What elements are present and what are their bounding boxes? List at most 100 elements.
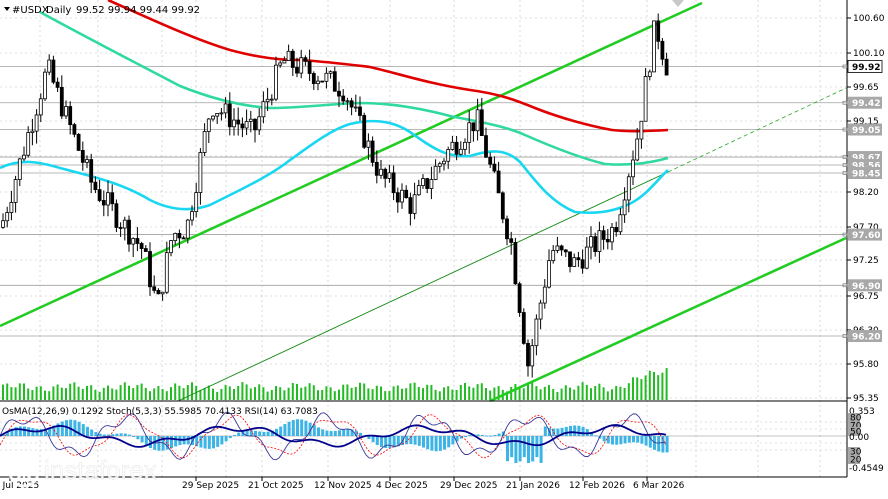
ema-teal-line [39, 10, 669, 166]
osma-bar [199, 436, 203, 448]
candle-body [639, 120, 644, 140]
osma-bar [10, 428, 14, 436]
osma-bar [237, 432, 241, 436]
osma-bar [90, 429, 94, 436]
candle-body [437, 163, 442, 167]
candle-body [64, 106, 68, 117]
osma-bar [615, 436, 619, 445]
osma-bar [254, 430, 257, 436]
candle-body [286, 50, 291, 61]
candle-body [362, 115, 367, 148]
volume-bar [585, 384, 588, 400]
osma-bar [413, 436, 417, 445]
osma-bar [123, 433, 127, 436]
shift-marker-icon[interactable] [672, 0, 684, 7]
volume-bar [468, 386, 471, 400]
volume-bar [409, 383, 412, 400]
volume-bar [325, 386, 328, 400]
level-tag-marker [842, 127, 848, 132]
candle-body [500, 192, 505, 220]
osma-bar [422, 436, 425, 448]
volume-bar [18, 383, 21, 400]
candle-body [135, 238, 140, 244]
osma-bar [86, 426, 89, 436]
candle-body [257, 116, 262, 131]
time-tick-label: 4 Dec 2025 [376, 481, 428, 491]
osma-bar [346, 429, 350, 436]
osma-bar [312, 425, 316, 436]
candle-body [122, 219, 127, 229]
volume-bar [107, 385, 109, 400]
candle-body [34, 114, 39, 132]
stoch-level-label: 20 [850, 456, 862, 466]
price-tick-label: 97.25 [853, 256, 879, 266]
stoch-level-label: 50 [850, 428, 862, 438]
ema-cyan-line [0, 119, 669, 215]
volume-bar [44, 390, 46, 400]
price-tick-label: 96.75 [853, 292, 879, 302]
candle-body [169, 240, 173, 254]
candle-body [341, 95, 346, 102]
volume-bar [333, 391, 336, 400]
volume-bar [661, 372, 664, 400]
volume-bar [598, 383, 601, 400]
volume-bar [413, 382, 416, 400]
osma-bar [606, 436, 610, 444]
level-tag: 97.60 [842, 228, 882, 241]
volume-bar [396, 385, 399, 400]
volume-bar [6, 383, 9, 400]
osma-bar [44, 428, 47, 436]
indicator-tick-label: -0.4549 [849, 464, 884, 474]
volume-bar [569, 387, 571, 400]
candle-body [660, 40, 665, 60]
volume-bar [128, 385, 130, 400]
candle-body [295, 67, 299, 74]
candle-body [55, 81, 60, 88]
candle-body [593, 236, 598, 252]
osma-bar [203, 436, 207, 449]
level-tag: 99.92 [842, 60, 883, 73]
candle-body [370, 140, 375, 163]
candle-body [30, 130, 35, 133]
volume-bar [308, 383, 311, 400]
osma-bar [350, 429, 354, 436]
level-tag-marker [842, 163, 848, 167]
osma-bar [665, 436, 669, 453]
volume-bar [401, 388, 403, 400]
volume-bar [363, 383, 366, 400]
dropdown-arrow-icon[interactable] [4, 7, 10, 11]
volume-bar [422, 388, 424, 400]
level-tag-marker [842, 100, 848, 105]
channel-lower-line [489, 236, 847, 403]
osma-bar [459, 436, 463, 439]
volume-bar [191, 382, 193, 400]
candle-body [337, 90, 341, 97]
candle-body [76, 133, 81, 151]
candle-body [232, 119, 236, 128]
osma-bar [636, 436, 640, 443]
volume-bar [497, 386, 500, 400]
level-tag-box [848, 228, 882, 241]
volume-bar [258, 384, 261, 400]
time-tick-label: 6 Mar 2026 [633, 481, 685, 491]
osma-bar [149, 436, 152, 449]
volume-bar [161, 389, 164, 400]
osma-bar [81, 424, 85, 436]
candle-body [471, 122, 476, 132]
candle-body [412, 194, 417, 214]
volume-bar [464, 382, 466, 400]
osma-bar [107, 434, 110, 436]
osma-bar [573, 425, 577, 436]
volume-bar [2, 384, 4, 400]
osma-bar [359, 432, 362, 436]
volume-bar [94, 389, 97, 400]
osma-bar [623, 436, 627, 444]
osma-bar [468, 434, 472, 436]
osma-bar [535, 436, 539, 458]
candle-body [479, 109, 484, 137]
candle-body [551, 250, 556, 262]
osma-bar [384, 436, 388, 449]
